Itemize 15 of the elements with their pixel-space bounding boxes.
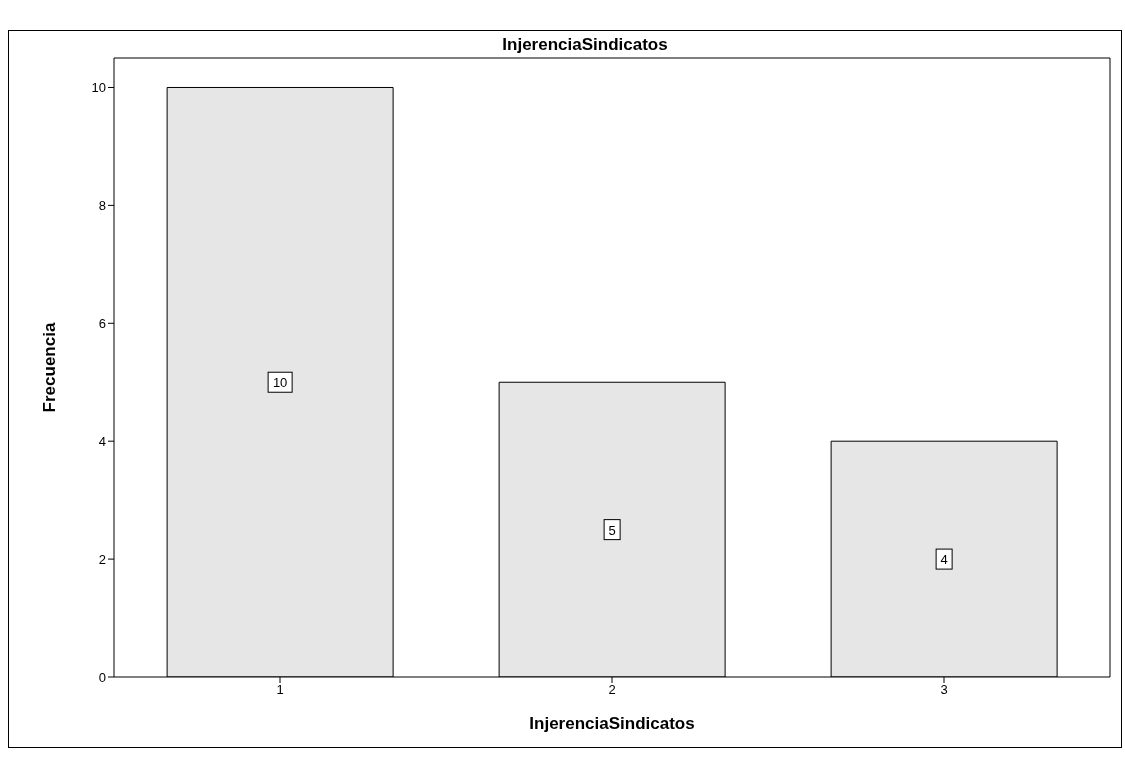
y-tick-label: 8 (98, 198, 106, 213)
y-axis-title: Frecuencia (40, 322, 60, 413)
x-axis-title: InjerenciaSindicatos (529, 714, 695, 733)
data-label: 5 (608, 522, 616, 538)
y-tick-label: 4 (98, 433, 106, 449)
x-tick-label: 2 (608, 682, 616, 698)
x-tick-label: 1 (276, 682, 284, 698)
y-tick-label: 10 (91, 80, 106, 96)
data-label: 10 (272, 375, 288, 391)
x-tick-label: 3 (940, 682, 948, 698)
y-tick-label: 6 (98, 315, 106, 331)
y-tick-label: 2 (98, 551, 106, 567)
y-tick-label: 0 (98, 669, 106, 685)
data-label: 4 (940, 552, 948, 568)
chart-title: InjerenciaSindicatos (501, 34, 669, 56)
